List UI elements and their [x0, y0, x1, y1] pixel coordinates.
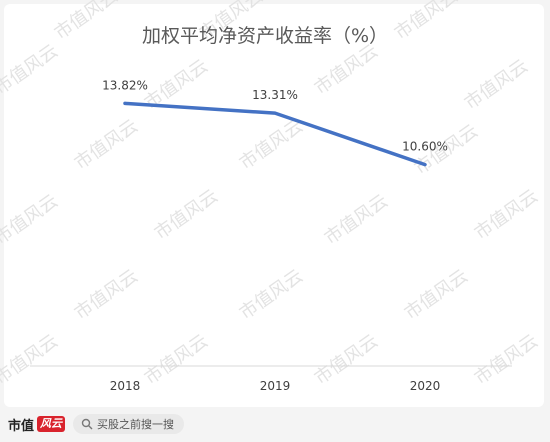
watermark-text: 市值风云: [471, 186, 542, 244]
watermark-text: 市值风云: [0, 331, 62, 389]
series-line: [123, 101, 427, 167]
brand-stamp: 风云: [37, 416, 66, 432]
search-icon: [81, 418, 93, 430]
watermark-text: 市值风云: [311, 41, 382, 99]
watermark-text: 市值风云: [461, 56, 532, 114]
x-tick-label: 2018: [110, 379, 141, 393]
x-tick-label: 2019: [260, 379, 291, 393]
watermark-text: 市值风云: [0, 191, 62, 249]
chart-title: 加权平均净资产收益率（%）: [142, 25, 388, 47]
watermark-text: 市值风云: [0, 41, 62, 99]
watermark-text: 市值风云: [71, 266, 142, 324]
watermark-text: 市值风云: [236, 116, 307, 174]
search-box[interactable]: 买股之前搜一搜: [73, 414, 185, 434]
watermark-text: 市值风云: [391, 0, 462, 44]
watermark-text: 市值风云: [51, 0, 122, 44]
data-label: 13.31%: [252, 88, 298, 102]
search-hint: 买股之前搜一搜: [97, 418, 175, 431]
watermark-text: 市值风云: [401, 266, 472, 324]
footer-bar: 市值 风云 买股之前搜一搜: [8, 412, 185, 436]
x-tick-label: 2020: [410, 379, 441, 393]
data-label: 13.82%: [102, 78, 148, 92]
watermark-text: 市值风云: [311, 331, 382, 389]
watermark-text: 市值风云: [236, 266, 307, 324]
watermark-text: 市值风云: [321, 191, 392, 249]
data-label: 10.60%: [402, 140, 448, 154]
x-tick-labels: 2018 2019 2020: [110, 379, 441, 393]
brand-logo: 市值 风云: [8, 415, 66, 434]
watermark-text: 市值风云: [71, 116, 142, 174]
watermark-text: 市值风云: [471, 331, 542, 389]
data-labels: 13.82% 13.31% 10.60%: [102, 78, 448, 153]
watermark-text: 市值风云: [141, 331, 212, 389]
watermark-text: 市值风云: [151, 186, 222, 244]
series-layer: [123, 101, 427, 167]
chart-card: [4, 4, 544, 407]
brand-name: 市值: [8, 418, 35, 434]
